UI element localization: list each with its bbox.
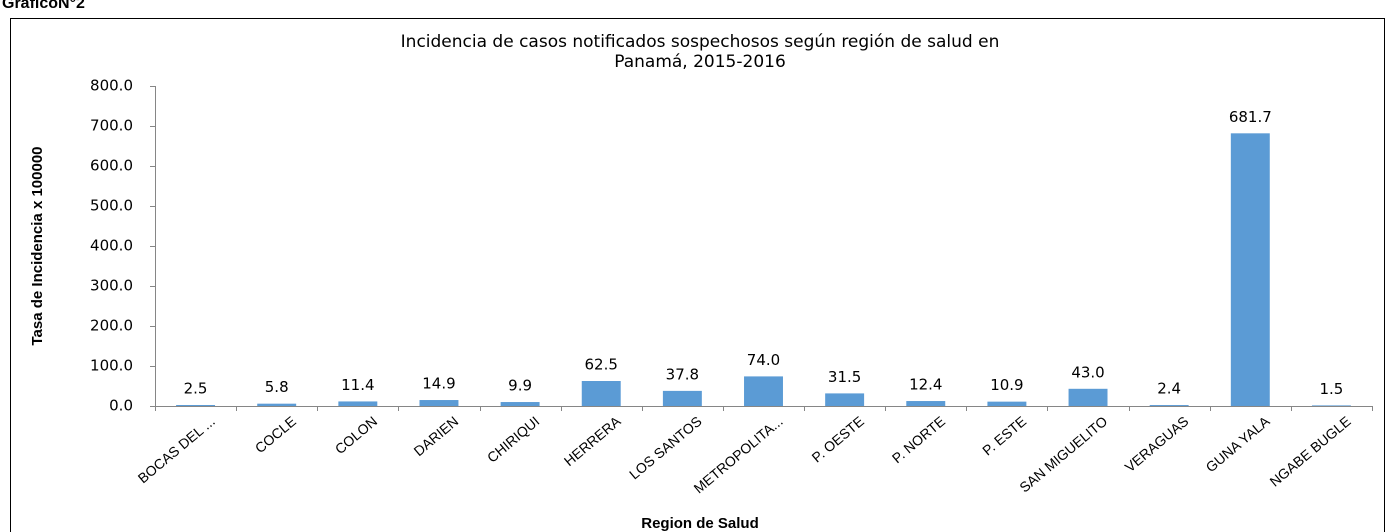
bar: [1311, 405, 1351, 406]
data-label: 74.0: [747, 351, 780, 369]
y-tick-label: 700.0: [90, 117, 133, 135]
data-label: 12.4: [909, 376, 942, 394]
bar: [662, 390, 702, 406]
y-tick-label: 600.0: [90, 157, 133, 175]
x-tick-label: P. NORTE: [889, 413, 948, 466]
x-tick-label: P. ESTE: [979, 413, 1029, 459]
bar: [1230, 133, 1270, 406]
data-label: 2.4: [1157, 380, 1181, 398]
data-label: 10.9: [990, 376, 1023, 394]
data-label: 31.5: [828, 368, 861, 386]
y-tick-label: 200.0: [90, 317, 133, 335]
bar: [419, 400, 459, 406]
y-axis-label: Tasa de Incidencia x 100000: [29, 146, 46, 345]
x-tick-label: COLON: [332, 413, 380, 457]
x-tick-label: HERRERA: [561, 412, 624, 469]
x-tick-label: NGABE BUGLE: [1267, 413, 1354, 490]
bar: [338, 401, 378, 406]
chart-title: Panamá, 2015-2016: [614, 52, 786, 72]
data-label: 2.5: [184, 380, 208, 398]
x-tick-label: GUNA YALA: [1203, 412, 1274, 475]
chart-frame: [10, 18, 1385, 532]
chart-title: Incidencia de casos notificados sospecho…: [401, 32, 1000, 52]
data-label: 9.9: [508, 377, 532, 395]
data-label: 62.5: [585, 356, 618, 374]
bar: [906, 401, 946, 406]
x-tick-label: LOS SANTOS: [626, 413, 705, 483]
x-tick-label: CHIRIQUI: [484, 413, 543, 466]
y-tick-label: 400.0: [90, 237, 133, 255]
x-tick-label: BOCAS DEL ...: [135, 413, 218, 486]
bar: [581, 381, 621, 406]
data-label: 681.7: [1229, 108, 1272, 126]
data-label: 5.8: [265, 378, 289, 396]
bar: [176, 405, 216, 406]
x-tick-label: DARIEN: [410, 413, 461, 459]
bar: [257, 403, 297, 406]
x-tick-label: METROPOLITA...: [691, 413, 786, 497]
bar: [500, 402, 540, 406]
data-label: 11.4: [341, 376, 374, 394]
page-label: GráficoN°2: [2, 0, 85, 12]
y-tick-label: 300.0: [90, 277, 133, 295]
x-tick-label: COCLE: [252, 413, 299, 456]
x-tick-label: VERAGUAS: [1122, 413, 1192, 475]
bar: [987, 401, 1027, 406]
y-tick-label: 100.0: [90, 357, 133, 375]
bar: [744, 376, 783, 406]
data-label: 14.9: [422, 375, 455, 393]
y-tick-label: 0.0: [109, 397, 133, 415]
x-axis-label: Region de Salud: [641, 515, 759, 532]
bar: [825, 393, 865, 406]
y-tick-label: 800.0: [90, 77, 133, 95]
data-label: 43.0: [1071, 363, 1104, 381]
x-tick-label: P. OESTE: [809, 413, 867, 466]
data-label: 1.5: [1320, 380, 1344, 398]
bar: [1149, 405, 1189, 406]
data-label: 37.8: [666, 365, 699, 383]
y-tick-label: 500.0: [90, 197, 133, 215]
x-tick-label: SAN MIGUELITO: [1016, 413, 1110, 496]
bar: [1068, 388, 1108, 406]
